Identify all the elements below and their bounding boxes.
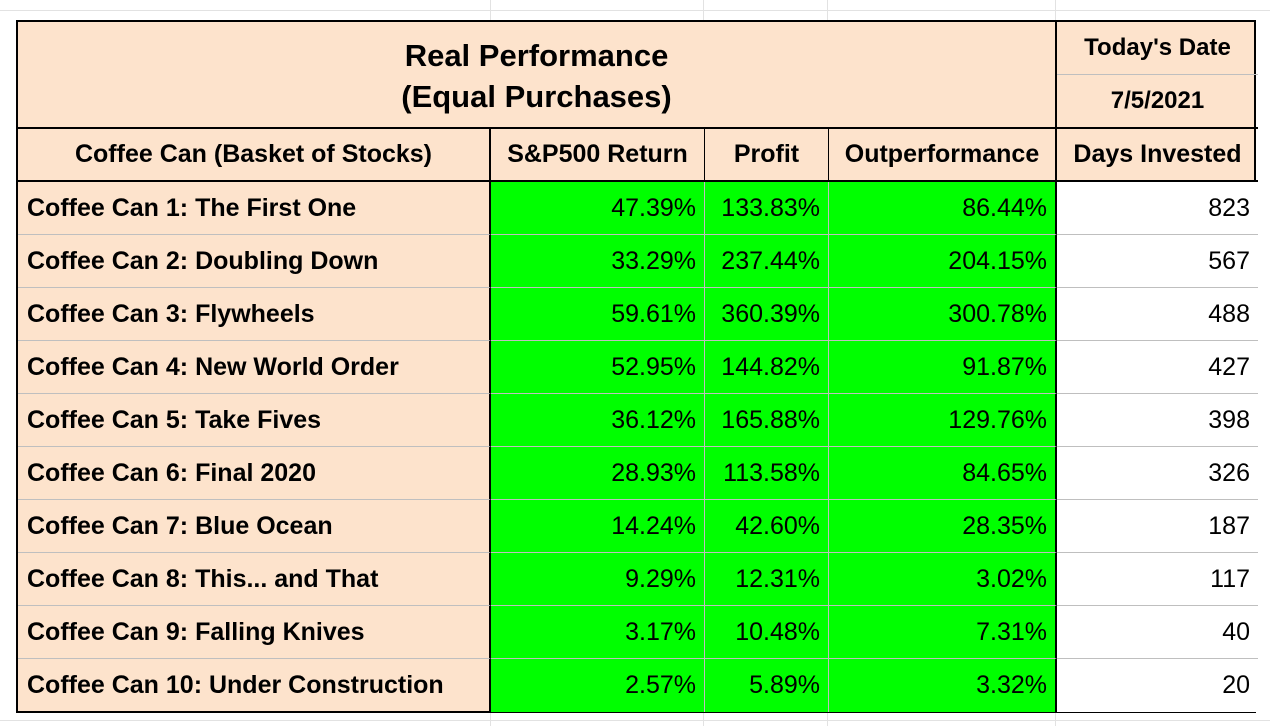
today-date-label[interactable]: Today's Date — [1057, 22, 1258, 75]
row-profit-cell[interactable]: 42.60% — [705, 500, 829, 553]
row-days-invested-cell[interactable]: 427 — [1057, 341, 1258, 394]
row-name-cell[interactable]: Coffee Can 6: Final 2020 — [18, 447, 491, 500]
row-outperformance-cell[interactable]: 86.44% — [829, 182, 1057, 235]
row-sp500-return-cell[interactable]: 59.61% — [491, 288, 705, 341]
row-name-cell[interactable]: Coffee Can 5: Take Fives — [18, 394, 491, 447]
header-sp500-return[interactable]: S&P500 Return — [491, 129, 705, 182]
row-profit-cell[interactable]: 113.58% — [705, 447, 829, 500]
row-outperformance-cell[interactable]: 129.76% — [829, 394, 1057, 447]
row-sp500-return-cell[interactable]: 47.39% — [491, 182, 705, 235]
row-outperformance-cell[interactable]: 300.78% — [829, 288, 1057, 341]
row-days-invested-cell[interactable]: 488 — [1057, 288, 1258, 341]
header-basket[interactable]: Coffee Can (Basket of Stocks) — [18, 129, 491, 182]
row-sp500-return-cell[interactable]: 52.95% — [491, 341, 705, 394]
row-days-invested-cell[interactable]: 187 — [1057, 500, 1258, 553]
performance-table: Real Performance (Equal Purchases) Today… — [16, 20, 1258, 713]
row-days-invested-cell[interactable]: 40 — [1057, 606, 1258, 659]
row-profit-cell[interactable]: 360.39% — [705, 288, 829, 341]
row-sp500-return-cell[interactable]: 9.29% — [491, 553, 705, 606]
row-days-invested-cell[interactable]: 117 — [1057, 553, 1258, 606]
row-name-cell[interactable]: Coffee Can 1: The First One — [18, 182, 491, 235]
title-line-2: (Equal Purchases) — [401, 78, 672, 114]
row-outperformance-cell[interactable]: 91.87% — [829, 341, 1057, 394]
row-outperformance-cell[interactable]: 7.31% — [829, 606, 1057, 659]
row-profit-cell[interactable]: 165.88% — [705, 394, 829, 447]
row-sp500-return-cell[interactable]: 2.57% — [491, 659, 705, 712]
row-sp500-return-cell[interactable]: 14.24% — [491, 500, 705, 553]
row-name-cell[interactable]: Coffee Can 2: Doubling Down — [18, 235, 491, 288]
row-name-cell[interactable]: Coffee Can 4: New World Order — [18, 341, 491, 394]
row-sp500-return-cell[interactable]: 28.93% — [491, 447, 705, 500]
row-profit-cell[interactable]: 144.82% — [705, 341, 829, 394]
row-name-cell[interactable]: Coffee Can 8: This... and That — [18, 553, 491, 606]
row-sp500-return-cell[interactable]: 36.12% — [491, 394, 705, 447]
row-days-invested-cell[interactable]: 326 — [1057, 447, 1258, 500]
row-name-cell[interactable]: Coffee Can 10: Under Construction — [18, 659, 491, 712]
row-name-cell[interactable]: Coffee Can 9: Falling Knives — [18, 606, 491, 659]
row-days-invested-cell[interactable]: 20 — [1057, 659, 1258, 712]
today-date-value[interactable]: 7/5/2021 — [1110, 87, 1205, 114]
row-sp500-return-cell[interactable]: 3.17% — [491, 606, 705, 659]
row-days-invested-cell[interactable]: 823 — [1057, 182, 1258, 235]
header-outperformance[interactable]: Outperformance — [829, 129, 1057, 182]
row-outperformance-cell[interactable]: 3.02% — [829, 553, 1057, 606]
row-sp500-return-cell[interactable]: 33.29% — [491, 235, 705, 288]
row-profit-cell[interactable]: 133.83% — [705, 182, 829, 235]
row-profit-cell[interactable]: 10.48% — [705, 606, 829, 659]
row-name-cell[interactable]: Coffee Can 3: Flywheels — [18, 288, 491, 341]
row-days-invested-cell[interactable]: 398 — [1057, 394, 1258, 447]
row-days-invested-cell[interactable]: 567 — [1057, 235, 1258, 288]
today-date-block: Today's Date 7/5/2021 — [1057, 22, 1258, 129]
row-profit-cell[interactable]: 12.31% — [705, 553, 829, 606]
header-days-invested[interactable]: Days Invested — [1057, 129, 1258, 182]
header-profit[interactable]: Profit — [705, 129, 829, 182]
title-line-1: Real Performance — [404, 38, 669, 74]
row-outperformance-cell[interactable]: 3.32% — [829, 659, 1057, 712]
row-profit-cell[interactable]: 5.89% — [705, 659, 829, 712]
row-outperformance-cell[interactable]: 84.65% — [829, 447, 1057, 500]
row-name-cell[interactable]: Coffee Can 7: Blue Ocean — [18, 500, 491, 553]
table-title[interactable]: Real Performance (Equal Purchases) — [18, 22, 1057, 129]
row-outperformance-cell[interactable]: 204.15% — [829, 235, 1057, 288]
row-outperformance-cell[interactable]: 28.35% — [829, 500, 1057, 553]
row-profit-cell[interactable]: 237.44% — [705, 235, 829, 288]
